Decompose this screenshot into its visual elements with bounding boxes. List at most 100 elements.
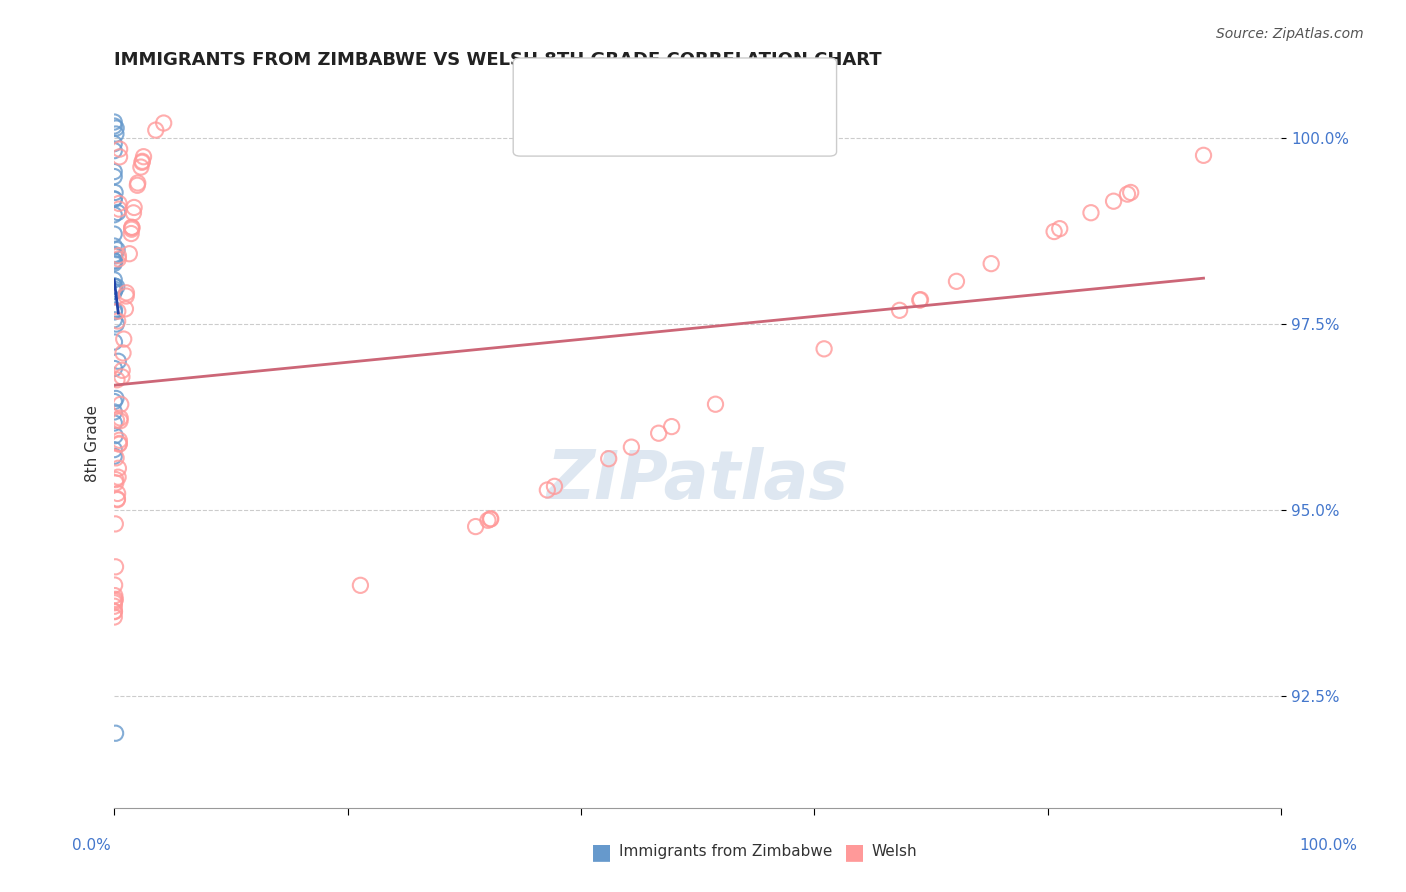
Point (105, 121, 128, 136)
Point (118, 246, 141, 260)
Point (104, 589, 127, 603)
Point (105, 317, 128, 331)
Point (108, 437, 131, 451)
Point (104, 282, 127, 296)
Point (1043, 225, 1066, 239)
Point (908, 293, 931, 307)
Point (111, 369, 134, 384)
Point (104, 578, 127, 592)
Point (464, 519, 486, 533)
Point (103, 450, 125, 464)
Point (107, 354, 129, 368)
Text: R =  0.351    N = 43: R = 0.351 N = 43 (555, 78, 755, 95)
Point (107, 492, 129, 507)
Point (103, 169, 125, 184)
Point (112, 332, 135, 346)
Point (105, 450, 128, 465)
Point (1049, 221, 1071, 235)
Point (103, 604, 125, 618)
Point (103, 253, 125, 268)
Point (104, 475, 127, 490)
Point (103, 119, 125, 133)
Point (152, 116, 174, 130)
Point (132, 150, 155, 164)
Point (103, 285, 125, 299)
Point (108, 202, 131, 216)
Point (107, 461, 129, 475)
Point (103, 394, 125, 409)
Point (103, 278, 125, 293)
Point (620, 440, 643, 454)
Point (910, 293, 932, 307)
Point (121, 220, 143, 235)
Point (104, 594, 127, 608)
Point (813, 342, 835, 356)
Point (131, 154, 153, 169)
Point (111, 363, 134, 377)
Point (349, 578, 371, 592)
Point (103, 256, 125, 270)
Point (103, 285, 125, 299)
Point (103, 192, 125, 206)
Point (103, 361, 125, 376)
Point (107, 249, 129, 263)
Text: Immigrants from Zimbabwe: Immigrants from Zimbabwe (619, 845, 832, 859)
Point (980, 257, 1002, 271)
Point (107, 314, 129, 328)
Point (104, 249, 127, 263)
Point (108, 411, 131, 425)
Point (103, 227, 125, 241)
Point (104, 392, 127, 406)
Point (108, 150, 131, 164)
Point (122, 201, 145, 215)
Point (112, 346, 135, 360)
Point (536, 483, 558, 497)
Text: 0.0%: 0.0% (72, 838, 111, 854)
Point (104, 186, 127, 200)
Point (114, 301, 136, 316)
Text: ■: ■ (844, 842, 865, 862)
Point (104, 254, 127, 268)
Point (107, 304, 129, 318)
Point (103, 279, 125, 293)
Text: ZIPatlas: ZIPatlas (547, 447, 849, 513)
Point (103, 305, 125, 319)
Point (122, 206, 145, 220)
Point (103, 273, 125, 287)
Text: IMMIGRANTS FROM ZIMBABWE VS WELSH 8TH GRADE CORRELATION CHART: IMMIGRANTS FROM ZIMBABWE VS WELSH 8TH GR… (114, 51, 882, 69)
Text: ■: ■ (534, 77, 553, 96)
Point (103, 416, 125, 430)
Point (108, 434, 131, 448)
Point (104, 559, 127, 574)
Point (145, 123, 167, 137)
Point (103, 605, 125, 619)
Point (889, 303, 911, 318)
Point (103, 208, 125, 222)
Point (103, 442, 125, 457)
Point (104, 726, 127, 740)
Point (479, 512, 502, 526)
Point (131, 155, 153, 169)
Point (661, 419, 683, 434)
Point (110, 397, 132, 411)
Point (127, 178, 149, 193)
Point (108, 414, 131, 428)
Point (1080, 205, 1102, 219)
Point (1116, 187, 1139, 202)
Point (107, 205, 129, 219)
Point (107, 252, 129, 266)
Point (104, 247, 127, 261)
Point (1119, 186, 1142, 200)
Point (103, 596, 125, 610)
Point (104, 127, 127, 141)
Point (104, 428, 127, 442)
Point (115, 289, 138, 303)
Point (104, 592, 127, 607)
Point (104, 516, 127, 531)
Point (127, 176, 149, 190)
Point (104, 473, 127, 487)
Point (945, 274, 967, 288)
Point (1192, 148, 1215, 162)
Point (103, 610, 125, 624)
Point (103, 303, 125, 318)
